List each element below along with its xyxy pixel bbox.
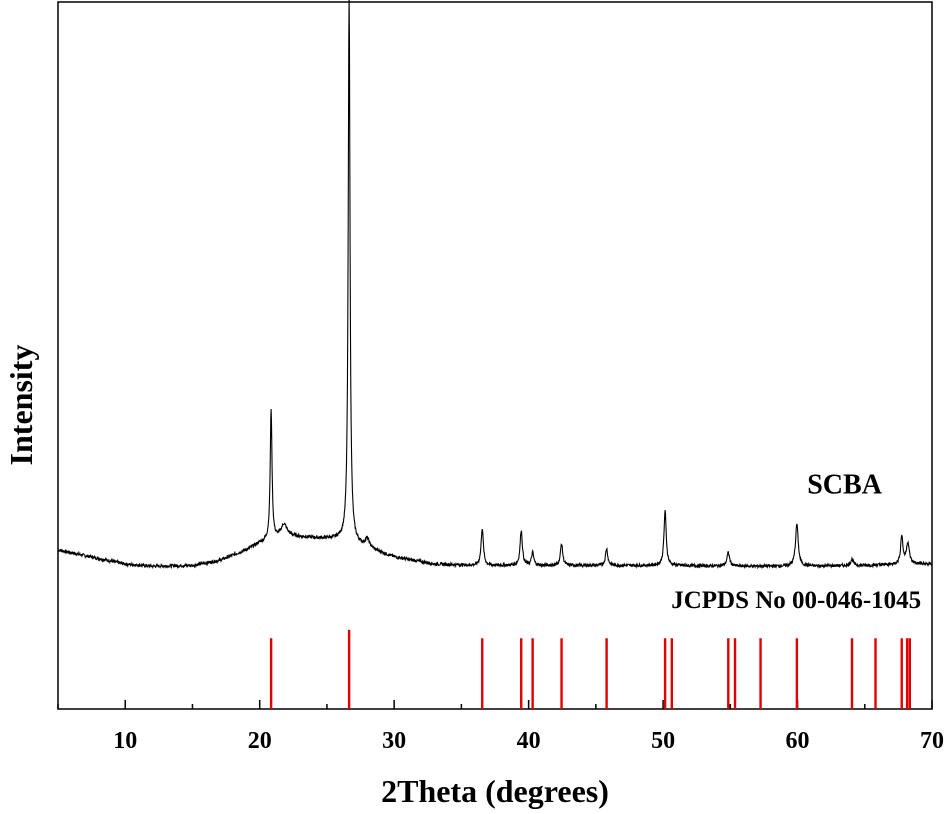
plot-frame — [57, 1, 933, 710]
x-axis-tick-labels: 10 20 30 40 50 60 70 — [113, 728, 944, 754]
x-tick-label: 30 — [382, 728, 406, 754]
x-axis-title: 2Theta (degrees) — [381, 773, 609, 809]
y-axis-title: Intensity — [3, 345, 39, 466]
x-tick-label: 20 — [248, 728, 272, 754]
annotations: SCBA JCPDS No 00-046-1045 — [671, 469, 921, 614]
x-tick-label: 70 — [920, 728, 944, 754]
x-axis-ticks — [57, 700, 933, 709]
x-tick-label: 60 — [786, 728, 810, 754]
series-scba-line — [57, 0, 933, 570]
reference-sticks — [269, 629, 912, 709]
annotation-scba: SCBA — [807, 469, 882, 500]
x-tick-label: 40 — [517, 728, 541, 754]
x-tick-label: 10 — [113, 728, 137, 754]
x-tick-label: 50 — [651, 728, 675, 754]
annotation-jcpds: JCPDS No 00-046-1045 — [671, 587, 921, 614]
